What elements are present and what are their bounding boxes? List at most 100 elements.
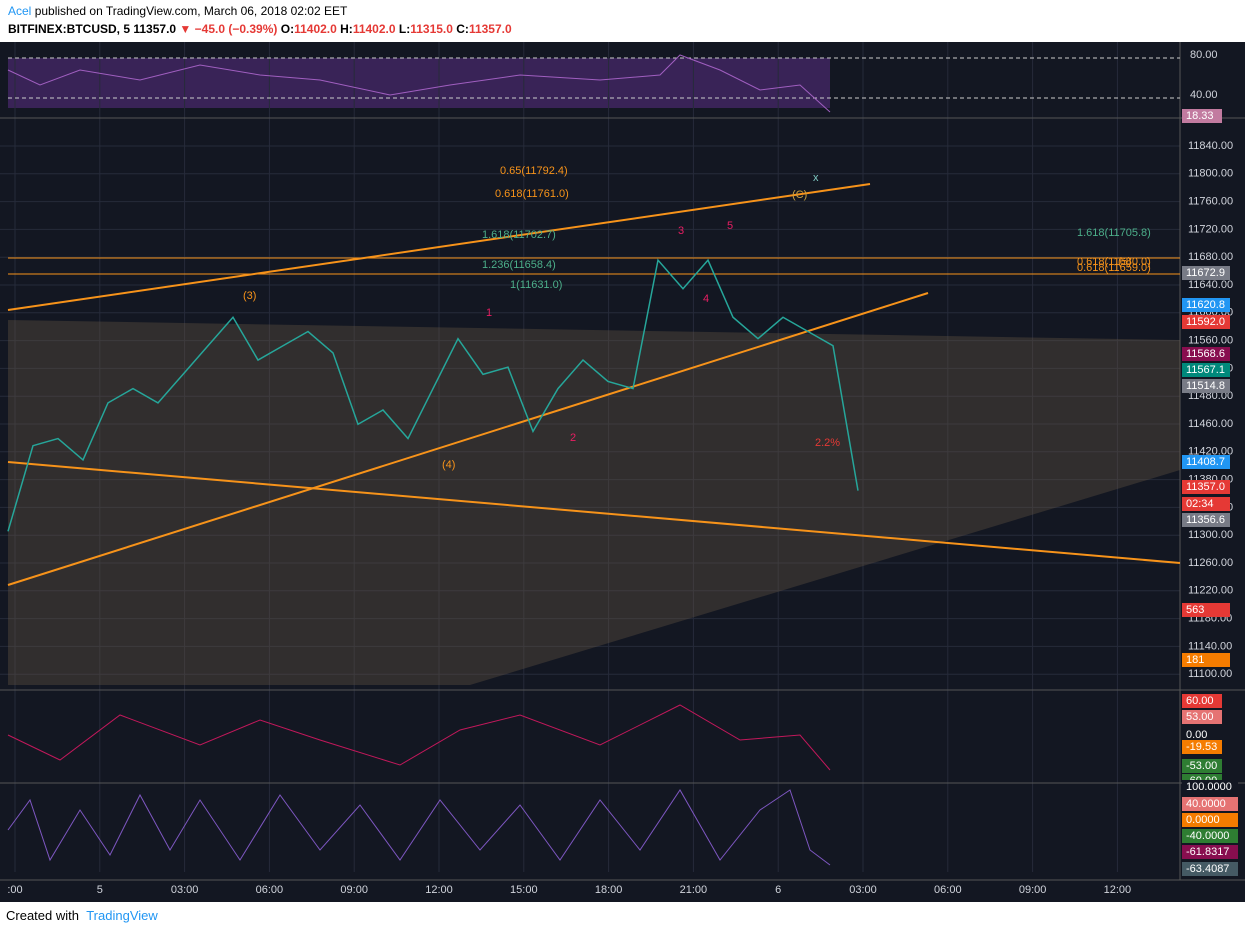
price-tick: 11760.00 bbox=[1188, 196, 1233, 208]
macd-tag-bg bbox=[1182, 728, 1222, 742]
wave-label: (3) bbox=[243, 290, 256, 302]
price-tag-bg bbox=[1182, 298, 1230, 312]
price-tick: 11100.00 bbox=[1188, 668, 1232, 680]
price-tick: 11260.00 bbox=[1188, 557, 1233, 569]
price-tag-bg bbox=[1182, 315, 1230, 329]
price-tag-bg bbox=[1182, 603, 1230, 617]
rsi-tag: 18.33 bbox=[1186, 110, 1214, 122]
rsi-tick: 40.00 bbox=[1190, 89, 1218, 101]
macd-tag: 53.00 bbox=[1186, 711, 1214, 723]
wave-label: (4) bbox=[442, 459, 455, 471]
stoch-tag: -40.0000 bbox=[1186, 830, 1229, 842]
stoch-tag: 40.0000 bbox=[1186, 798, 1226, 810]
macd-tag-bg bbox=[1182, 710, 1222, 724]
wave-label: x bbox=[813, 172, 819, 184]
wave-label: 5 bbox=[727, 220, 733, 232]
price-tag-bg bbox=[1182, 480, 1230, 494]
price-tick: 11560.00 bbox=[1188, 335, 1233, 347]
ohlc-key: C: bbox=[456, 22, 469, 36]
rsi-tag-bg bbox=[1182, 109, 1222, 123]
symbol-line: BITFINEX:BTCUSD, 5 11357.0 ▼ −45.0 (−0.3… bbox=[8, 22, 512, 36]
time-label: :00 bbox=[7, 884, 22, 896]
macd-tag-bg bbox=[1182, 759, 1222, 773]
last: 11357.0 bbox=[133, 22, 177, 36]
price-tag: 11514.8 bbox=[1186, 380, 1225, 392]
macd-line bbox=[7, 704, 831, 771]
price-tag: 11568.6 bbox=[1186, 348, 1225, 360]
stoch-tag-bg bbox=[1182, 813, 1238, 827]
trend bbox=[7, 461, 1181, 564]
price-tag: 11592.0 bbox=[1186, 316, 1225, 328]
price-tick: 11420.00 bbox=[1188, 446, 1233, 458]
background bbox=[0, 42, 1245, 902]
ohlc-value: 11402.0 bbox=[352, 22, 396, 36]
stoch-tag-bg bbox=[1182, 797, 1238, 811]
price-tag-bg bbox=[1182, 266, 1230, 280]
stoch-tag-bg bbox=[1182, 829, 1238, 843]
ohlc-key: O: bbox=[280, 22, 295, 36]
ohlc-key: L: bbox=[398, 22, 411, 36]
price-tick: 11720.00 bbox=[1188, 223, 1233, 235]
macd-tag: -53.00 bbox=[1186, 760, 1217, 772]
wave-label: (5) bbox=[1118, 256, 1131, 268]
stoch-tag-bg bbox=[1182, 862, 1238, 876]
price-tag: 11672.9 bbox=[1186, 267, 1225, 279]
ohlc-value: 11357.0 bbox=[468, 22, 512, 36]
header: Acel published on TradingView.com, March… bbox=[0, 0, 1245, 42]
fib-label: 0.618(11761.0) bbox=[495, 188, 569, 200]
created: Created with bbox=[6, 908, 79, 923]
macd-tag-bg bbox=[1182, 740, 1222, 754]
time-label: 09:00 bbox=[1019, 884, 1047, 896]
trend bbox=[7, 292, 929, 586]
stoch-tag: -61.8317 bbox=[1186, 846, 1229, 858]
user[interactable]: Acel bbox=[8, 4, 32, 18]
time-label: 12:00 bbox=[1104, 884, 1132, 896]
price-tick: 11220.00 bbox=[1188, 585, 1233, 597]
price-tag: 11408.7 bbox=[1186, 456, 1225, 468]
stoch-tag-bg bbox=[1182, 845, 1238, 859]
price-tag: 181 bbox=[1186, 654, 1204, 666]
price-tick: 11800.00 bbox=[1188, 168, 1233, 180]
macd-tag: -19.53 bbox=[1186, 741, 1217, 753]
price-tick: 11460.00 bbox=[1188, 418, 1233, 430]
fib-label: 1.236(11658.4) bbox=[482, 259, 556, 271]
time-label: 15:00 bbox=[510, 884, 538, 896]
price-tick: 11640.00 bbox=[1188, 279, 1233, 291]
time-label: 6 bbox=[775, 884, 781, 896]
time-label: 18:00 bbox=[595, 884, 623, 896]
chart: 11840.00 11800.00 11760.00 11720.00 11680.00… bbox=[0, 42, 1245, 902]
fib-label: 0.618(11659.0) bbox=[1077, 262, 1151, 274]
price-tag: 11567.1 bbox=[1186, 364, 1225, 376]
price-tag: 11357.0 bbox=[1186, 481, 1225, 493]
price-tag: 02:34 bbox=[1186, 498, 1214, 510]
price-tick: 11680.00 bbox=[1188, 251, 1233, 263]
price-tick: 11480.00 bbox=[1188, 390, 1233, 402]
wave-label: 4 bbox=[703, 293, 709, 305]
stoch-tag: 100.0000 bbox=[1186, 781, 1232, 793]
wave-label: 3 bbox=[678, 225, 684, 237]
time-label: 06:00 bbox=[256, 884, 284, 896]
fib-label: 1.618(11702.7) bbox=[482, 229, 556, 241]
publish-line: Acel published on TradingView.com, March… bbox=[8, 4, 347, 18]
brand[interactable]: TradingView bbox=[86, 908, 158, 923]
fib-label: 0.618(11680.0) bbox=[1077, 256, 1151, 268]
footer: Created with TradingView bbox=[6, 908, 158, 923]
price-tag-bg bbox=[1182, 497, 1230, 511]
trend bbox=[7, 183, 871, 311]
wave-label: 2 bbox=[570, 432, 576, 444]
wave-label: 1 bbox=[486, 307, 492, 319]
fib-label: 1.618(11705.8) bbox=[1077, 227, 1151, 239]
macd-tag: 60.00 bbox=[1186, 695, 1214, 707]
ohlc-value: 11315.0 bbox=[410, 22, 453, 36]
wave-label: (C) bbox=[792, 189, 807, 201]
stoch-tag: 0.0000 bbox=[1186, 814, 1220, 826]
rsi-line bbox=[7, 54, 831, 113]
fib-label: 0.65(11792.4) bbox=[500, 165, 568, 177]
price-tag-bg bbox=[1182, 379, 1230, 393]
rsi-tick: 80.00 bbox=[1190, 49, 1218, 61]
time-label: 21:00 bbox=[680, 884, 708, 896]
time-label: 09:00 bbox=[340, 884, 368, 896]
wave-label: 2.2% bbox=[815, 437, 840, 449]
stoch-line bbox=[7, 789, 831, 866]
